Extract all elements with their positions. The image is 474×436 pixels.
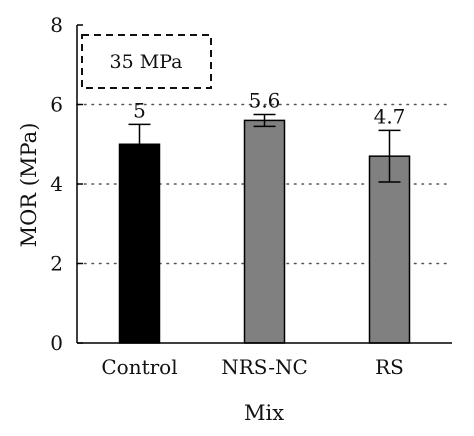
data-label-rs: 4.7 (374, 104, 406, 128)
bar-nrs-nc (243, 119, 286, 344)
y-tick-label-4: 4 (50, 172, 63, 196)
annotation-box: 35 MPa (81, 34, 212, 89)
y-axis-title: MOR (MPa) (17, 123, 41, 248)
data-label-control: 5 (133, 98, 146, 122)
x-axis-title: Mix (244, 401, 284, 425)
y-tick-label-6: 6 (50, 93, 63, 117)
bar-control (118, 143, 161, 344)
annotation-text: 35 MPa (110, 51, 183, 73)
y-tick-label-8: 8 (50, 13, 63, 37)
y-tick-label-0: 0 (50, 331, 63, 355)
x-tick-label-control: Control (101, 355, 177, 379)
x-tick-label-rs: RS (375, 355, 404, 379)
bar-rs (368, 155, 411, 344)
data-label-nrs-nc: 5.6 (249, 88, 281, 112)
y-tick-label-2: 2 (50, 252, 63, 276)
annotation-border (81, 34, 212, 89)
x-tick-label-nrs-nc: NRS-NC (221, 355, 308, 379)
